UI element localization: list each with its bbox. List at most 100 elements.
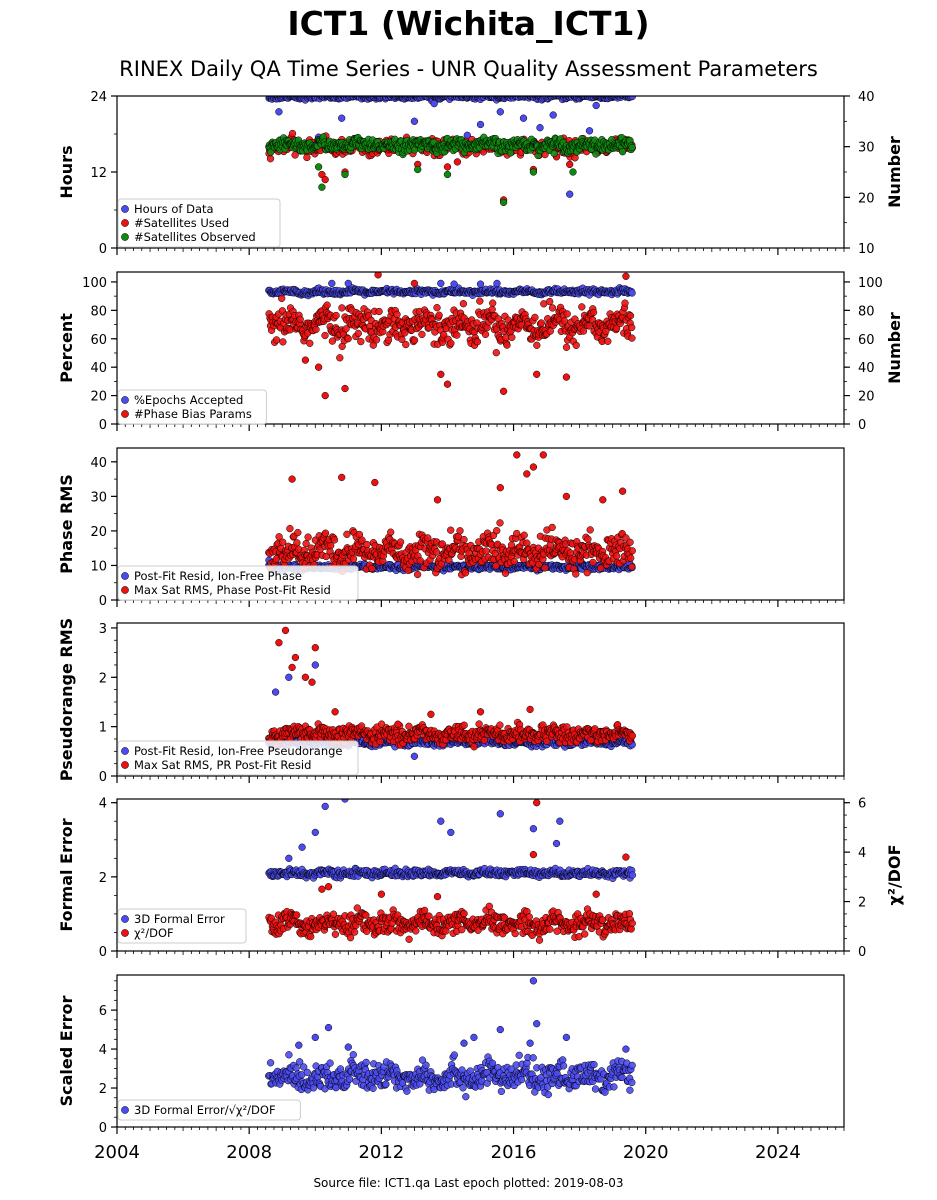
- data-point: [416, 557, 424, 565]
- outlier-point: [344, 279, 352, 288]
- data-point: [562, 343, 571, 351]
- series-max-sat-rms-phase-post-fit-resid: [265, 451, 636, 579]
- data-point: [338, 304, 346, 312]
- data-point: [321, 529, 330, 537]
- legend-box: [117, 198, 281, 248]
- data-point: [476, 297, 484, 305]
- outlier-point: [496, 108, 504, 116]
- series--phase-bias-params: [265, 272, 636, 400]
- data-point: [628, 334, 636, 342]
- outlier-point: [618, 148, 627, 156]
- data-point: [393, 310, 401, 319]
- data-point: [510, 557, 518, 566]
- y-right-tick-label: 20: [858, 390, 875, 405]
- data-point: [628, 323, 636, 332]
- outlier-point: [476, 280, 485, 288]
- data-point: [435, 311, 443, 319]
- outlier-point: [410, 279, 419, 288]
- outlier-point: [341, 170, 349, 179]
- data-point: [272, 336, 281, 344]
- outlier-point: [599, 496, 607, 504]
- data-point: [584, 535, 592, 543]
- y-tick-label: 12: [90, 166, 107, 181]
- data-point: [398, 335, 406, 344]
- outlier-point: [318, 170, 326, 179]
- outlier-point: [549, 111, 557, 119]
- data-point: [550, 149, 558, 158]
- data-point: [396, 538, 405, 546]
- data-point: [363, 540, 371, 549]
- figure-title: ICT1 (Wichita_ICT1): [287, 4, 650, 43]
- data-point: [447, 339, 455, 347]
- data-point: [627, 554, 635, 562]
- data-point: [628, 143, 636, 152]
- y-axis-label: Phase RMS: [57, 474, 76, 574]
- outlier-point: [529, 168, 538, 176]
- outlier-point: [513, 451, 521, 459]
- data-point: [546, 297, 554, 306]
- outlier-point: [499, 387, 508, 395]
- data-point: [294, 528, 302, 537]
- data-point: [626, 538, 634, 546]
- outlier-point: [410, 117, 419, 125]
- outlier-point: [275, 108, 283, 116]
- data-point: [354, 329, 362, 338]
- data-point: [453, 331, 461, 339]
- data-point: [489, 299, 497, 307]
- data-point: [387, 528, 395, 536]
- data-point: [344, 335, 352, 343]
- data-point: [541, 564, 549, 572]
- data-point: [312, 325, 320, 334]
- data-point: [328, 337, 337, 345]
- data-point: [440, 331, 448, 339]
- y-tick-label: 10: [90, 559, 107, 574]
- data-point: [520, 531, 528, 539]
- data-point: [493, 527, 501, 535]
- data-point: [321, 331, 329, 340]
- y-right-axis-label: Number: [885, 312, 904, 384]
- outlier-point: [311, 661, 319, 669]
- data-point: [482, 547, 490, 555]
- x-ticks: [116, 248, 845, 255]
- legend-entry: Post-Fit Resid, Ion-Free Phase: [134, 569, 302, 583]
- outlier-point: [592, 101, 600, 110]
- data-point: [470, 743, 478, 751]
- outlier-point: [301, 356, 310, 364]
- data-point: [585, 322, 593, 330]
- y-right-tick-label: 100: [858, 276, 883, 291]
- outlier-point: [622, 272, 630, 280]
- y-tick-label: 0: [99, 594, 107, 609]
- data-point: [475, 720, 483, 728]
- data-point: [405, 722, 413, 730]
- y-right-tick-label: 40: [858, 361, 875, 376]
- outlier-point: [562, 373, 571, 381]
- data-point: [533, 341, 541, 349]
- data-point: [323, 301, 331, 309]
- outlier-point: [338, 114, 346, 122]
- outlier-point: [430, 99, 438, 108]
- data-point: [481, 330, 490, 339]
- y-tick-label: 20: [90, 390, 107, 405]
- data-point: [503, 341, 511, 349]
- outlier-point: [341, 384, 349, 393]
- outlier-point: [499, 198, 508, 207]
- legend-marker: [121, 219, 129, 227]
- outlier-point: [321, 175, 329, 184]
- y-tick-label: 30: [90, 490, 107, 505]
- outlier-point: [536, 124, 544, 132]
- data-point: [418, 330, 426, 339]
- data-point: [621, 299, 629, 307]
- data-point: [589, 558, 597, 567]
- data-point: [473, 338, 482, 346]
- series--epochs-accepted: [265, 279, 636, 300]
- outlier-point: [523, 470, 531, 478]
- series--satellites-observed: [265, 133, 636, 207]
- legend-marker: [121, 572, 129, 580]
- outlier-point: [443, 170, 452, 179]
- outlier-point: [437, 370, 445, 378]
- legend: Hours of Data#Satellites Used#Satellites…: [117, 198, 281, 248]
